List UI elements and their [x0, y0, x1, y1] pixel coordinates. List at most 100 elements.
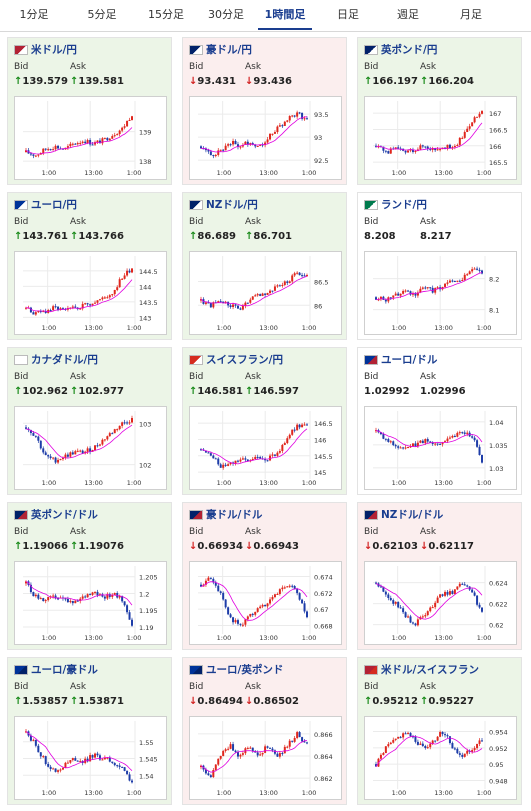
candle-body: [271, 133, 274, 135]
candle-body: [249, 299, 252, 303]
candle-body: [269, 455, 272, 461]
candle-body: [229, 144, 232, 146]
tab-2[interactable]: 15分足: [148, 8, 184, 21]
price-chart[interactable]: 139 138 1:00 13:00 1:00: [14, 96, 167, 180]
candle-body: [239, 754, 242, 757]
candle-body: [416, 292, 419, 296]
candle-body: [259, 456, 262, 459]
pair-name-link[interactable]: NZドル/ドル: [381, 509, 444, 521]
candle-body: [429, 148, 432, 150]
x-tick-label: 1:00: [217, 479, 232, 487]
tab-0[interactable]: 1分足: [19, 8, 49, 21]
candle-body: [108, 138, 111, 141]
tab-7[interactable]: 月足: [460, 8, 482, 21]
pair-name-link[interactable]: 英ポンド/円: [381, 44, 438, 56]
candle-body: [441, 731, 444, 735]
tab-4[interactable]: 1時間足: [258, 0, 312, 30]
tab-3[interactable]: 30分足: [208, 8, 244, 21]
arrow-down-icon: ↓: [245, 696, 254, 707]
candle-body: [278, 589, 281, 594]
pair-name-link[interactable]: ユーロ/円: [31, 199, 77, 211]
tab-6[interactable]: 週足: [397, 8, 419, 21]
candle-body: [461, 754, 464, 757]
pair-name-link[interactable]: 米ドル/スイスフラン: [381, 664, 480, 676]
candle-body: [123, 275, 126, 279]
candle-body: [441, 442, 444, 445]
candle-body: [39, 311, 42, 313]
candle-body: [286, 438, 289, 444]
candle-body: [278, 285, 281, 287]
candle-body: [291, 740, 294, 742]
candle-body: [89, 755, 92, 762]
candle-body: [476, 440, 479, 447]
candle-body: [34, 312, 37, 315]
price-chart[interactable]: 0.674 0.672 0.67 0.668 1:00 13:00 1:00: [189, 561, 342, 645]
candle-body: [451, 280, 454, 282]
pair-name-link[interactable]: NZドル/円: [206, 199, 258, 211]
price-chart[interactable]: 103 102 1:00 13:00 1:00: [14, 406, 167, 490]
candle-body: [61, 767, 64, 770]
candle-body: [392, 600, 395, 604]
pair-name-link[interactable]: 豪ドル/円: [206, 44, 252, 56]
price-chart[interactable]: 8.2 8.1 1:00 13:00 1:00: [364, 251, 517, 335]
price-chart[interactable]: 144.5 144 143.5 143 1:00 13:00 1:00: [14, 251, 167, 335]
x-tick-label: 1:00: [392, 169, 407, 177]
price-chart[interactable]: 0.624 0.622 0.62 1:00 13:00 1:00: [364, 561, 517, 645]
price-chart[interactable]: 0.954 0.952 0.95 0.948 1:00 13:00 1:00: [364, 716, 517, 800]
price-chart[interactable]: 1.04 1.035 1.03 1:00 13:00 1:00: [364, 406, 517, 490]
candle-body: [219, 301, 222, 303]
candle-body: [389, 441, 392, 443]
pair-name-link[interactable]: ユーロ/豪ドル: [31, 664, 98, 676]
candle-body: [384, 591, 387, 595]
ask-value: 86.701: [253, 231, 292, 242]
ask-price: 8.217: [420, 231, 452, 242]
candle-body: [224, 464, 227, 466]
price-chart[interactable]: 86.5 86 1:00 13:00 1:00: [189, 251, 342, 335]
y-tick-label: 167: [489, 110, 501, 118]
y-tick-label: 0.624: [489, 580, 508, 588]
candle-body: [266, 460, 269, 462]
candle-body: [448, 736, 451, 744]
pair-name-link[interactable]: ランド/円: [381, 199, 427, 211]
candle-body: [111, 433, 114, 435]
y-tick-label: 144.5: [139, 268, 158, 276]
tab-1[interactable]: 5分足: [87, 8, 117, 21]
pair-name-link[interactable]: ユーロ/ドル: [381, 354, 438, 366]
candle-body: [222, 750, 225, 756]
candle-body: [286, 120, 289, 122]
candle-body: [74, 451, 77, 455]
candle-body: [286, 586, 289, 588]
pair-name-link[interactable]: 米ドル/円: [31, 44, 77, 56]
candle-body: [47, 763, 50, 767]
candle-body: [113, 135, 116, 137]
price-chart[interactable]: 0.866 0.864 0.862 1:00 13:00 1:00: [189, 716, 342, 800]
y-tick-label: 143.5: [139, 299, 158, 307]
price-chart[interactable]: 93.5 93 92.5 1:00 13:00 1:00: [189, 96, 342, 180]
candle-body: [303, 275, 306, 277]
arrow-up-icon: ↑: [364, 76, 373, 87]
candle-body: [71, 306, 74, 308]
candle-body: [71, 452, 74, 455]
candle-body: [266, 292, 269, 295]
candle-body: [434, 288, 437, 293]
candle-body: [29, 153, 32, 155]
candle-body: [281, 444, 284, 452]
candle-body: [444, 591, 447, 596]
tab-5[interactable]: 日足: [337, 8, 359, 21]
moving-average-line: [200, 581, 308, 621]
pair-name-link[interactable]: スイスフラン/円: [206, 354, 284, 366]
pair-name-link[interactable]: カナダドル/円: [31, 354, 98, 366]
pair-name-link[interactable]: 豪ドル/ドル: [206, 509, 263, 521]
candle-body: [121, 422, 124, 426]
pair-name-link[interactable]: 英ポンド/ドル: [31, 509, 98, 521]
arrow-down-icon: ↓: [189, 696, 198, 707]
pair-name-link[interactable]: ユーロ/英ポンド: [206, 664, 284, 676]
price-chart[interactable]: 167 166.5 166 165.5 1:00 13:00 1:00: [364, 96, 517, 180]
candle-body: [103, 297, 106, 299]
candle-body: [126, 270, 129, 276]
candle-body: [424, 439, 427, 444]
price-chart[interactable]: 1.205 1.2 1.195 1.19 1:00 13:00 1:00: [14, 561, 167, 645]
candlestick-svg: 0.624 0.622 0.62 1:00 13:00 1:00: [373, 566, 508, 642]
price-chart[interactable]: 146.5 146 145.5 145 1:00 13:00 1:00: [189, 406, 342, 490]
price-chart[interactable]: 1.55 1.545 1.54 1:00 13:00 1:00: [14, 716, 167, 800]
